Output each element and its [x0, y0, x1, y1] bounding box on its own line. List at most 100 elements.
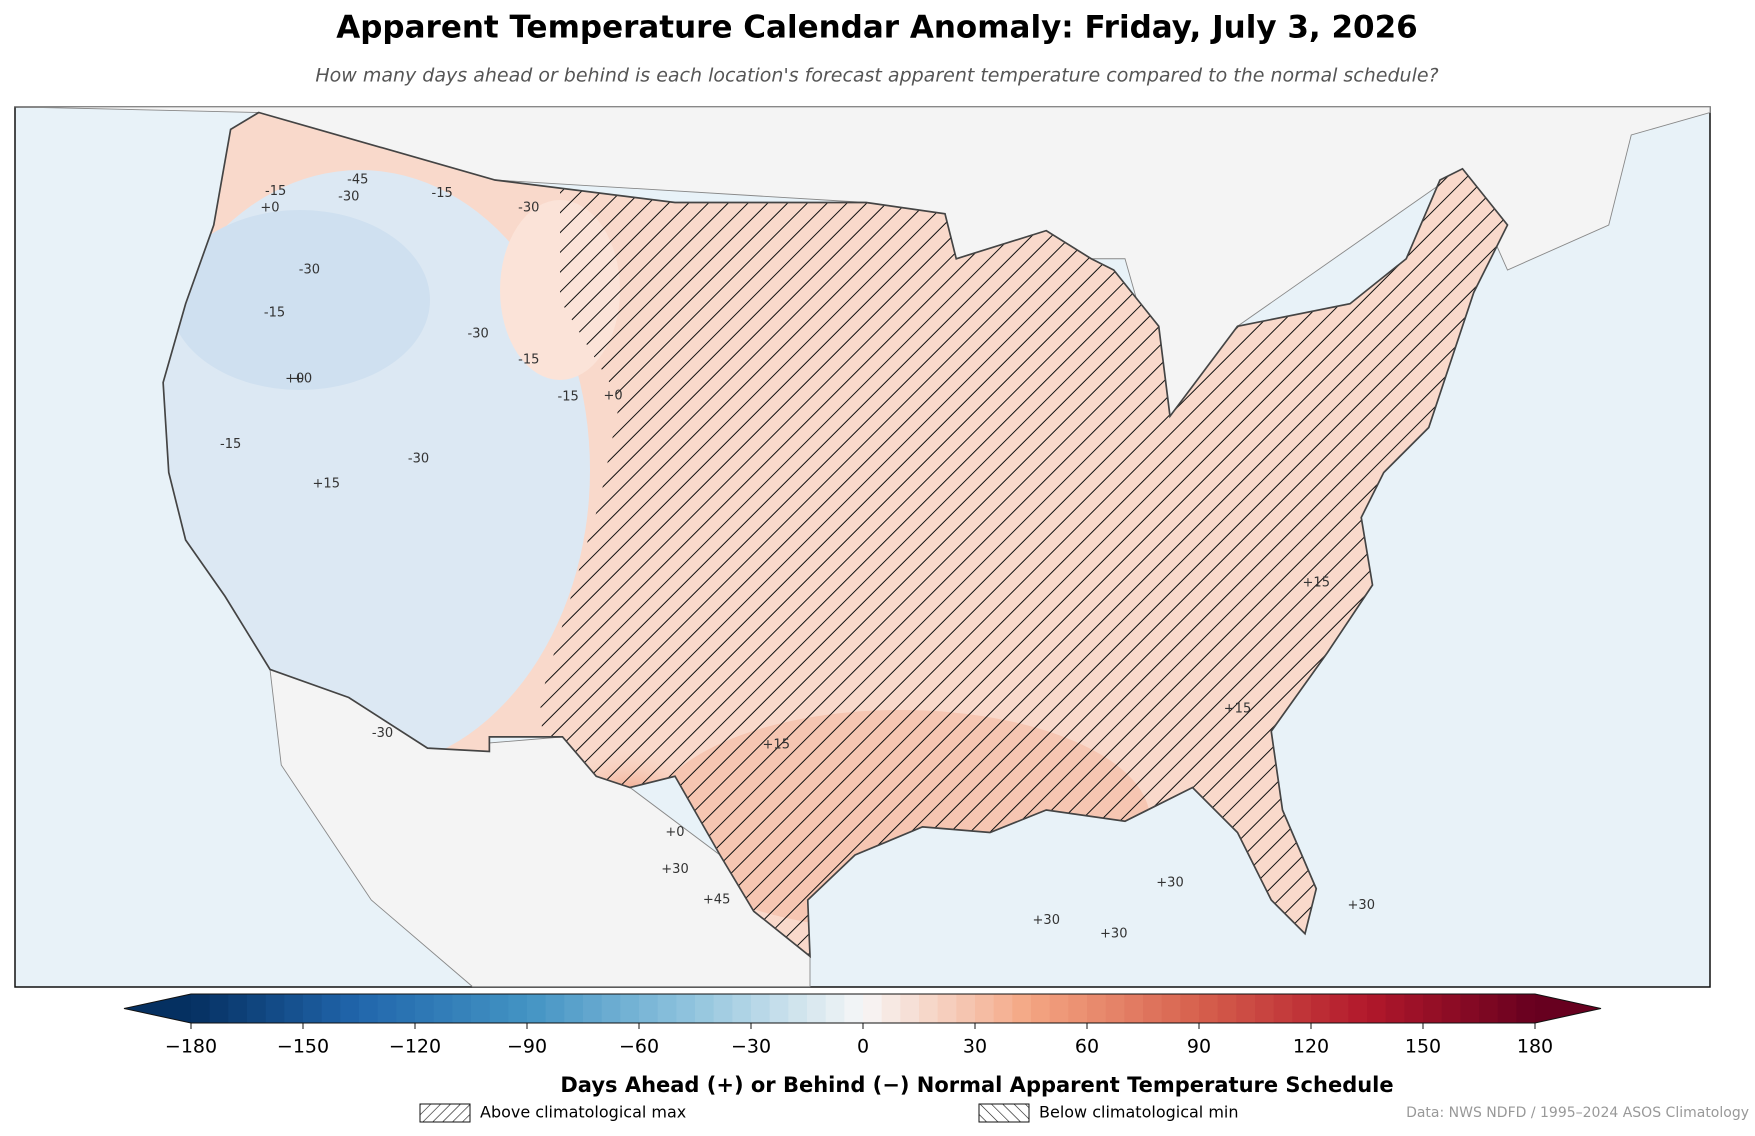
colorbar-tick-label: −30 — [731, 1036, 771, 1058]
contour-label: -15 — [264, 305, 285, 320]
colorbar-segment — [247, 994, 267, 1023]
colorbar-segment — [881, 994, 901, 1023]
contour-label: +30 — [1156, 876, 1183, 891]
colorbar-segment — [639, 994, 659, 1023]
colorbar-segment — [657, 994, 677, 1023]
colorbar-segment — [1255, 994, 1275, 1023]
colorbar-extend — [124, 994, 191, 1023]
colorbar-segment — [527, 994, 547, 1023]
colorbar-segment — [1161, 994, 1181, 1023]
colorbar-segment — [769, 994, 789, 1023]
contour-label: +30 — [1348, 898, 1375, 913]
colorbar-segment — [993, 994, 1013, 1023]
colorbar-segment — [900, 994, 920, 1023]
colorbar-tick-label: 150 — [1405, 1036, 1441, 1058]
colorbar-segment — [620, 994, 640, 1023]
colorbar-segment — [1143, 994, 1163, 1023]
colorbar-segment — [377, 994, 397, 1023]
colorbar-segment — [564, 994, 584, 1023]
colorbar-segment — [1423, 994, 1443, 1023]
colorbar-segment — [1199, 994, 1219, 1023]
colorbar-segment — [1516, 994, 1536, 1023]
contour-label: +30 — [661, 862, 688, 877]
contour-label: -15 — [220, 437, 241, 452]
contour-label: +30 — [1100, 926, 1127, 941]
colorbar-segment — [937, 994, 957, 1023]
colorbar-segment — [695, 994, 715, 1023]
colorbar-segment — [713, 994, 733, 1023]
legend-label: Above climatological max — [480, 1103, 686, 1122]
colorbar-segment — [1311, 994, 1331, 1023]
colorbar-tick-label: 30 — [963, 1036, 987, 1058]
colorbar-segment — [209, 994, 229, 1023]
colorbar-segment — [583, 994, 603, 1023]
legend-label: Below climatological min — [1039, 1103, 1239, 1122]
colorbar-segment — [1404, 994, 1424, 1023]
colorbar-segment — [1124, 994, 1144, 1023]
contour-labels: -15+0-30-45-15-30-30-15-15+0-15+0-30-30-… — [220, 173, 1375, 942]
legend-swatch — [978, 1103, 1030, 1123]
colorbar-tick-label: 180 — [1517, 1036, 1553, 1058]
colorbar-segment — [471, 994, 491, 1023]
colorbar-segment — [1236, 994, 1256, 1023]
colorbar-segment — [303, 994, 323, 1023]
colorbar-segment — [1460, 994, 1480, 1023]
subtitle: How many days ahead or behind is each lo… — [315, 65, 1438, 87]
contour-label: -30 — [299, 263, 320, 278]
colorbar-segment — [956, 994, 976, 1023]
contour-label: -30 — [518, 201, 539, 216]
colorbar-segment — [1068, 994, 1088, 1023]
source-note: Data: NWS NDFD / 1995–2024 ASOS Climatol… — [1406, 1105, 1749, 1121]
colorbar-segment — [433, 994, 453, 1023]
colorbar-tick-label: 0 — [857, 1036, 869, 1058]
colorbar-segment — [1441, 994, 1461, 1023]
colorbar-segment — [732, 994, 752, 1023]
contour-label: +15 — [1303, 575, 1330, 590]
colorbar-segment — [844, 994, 864, 1023]
contour-label: +30 — [1033, 913, 1060, 928]
colorbar-segment — [265, 994, 285, 1023]
colorbar-tick-label: −60 — [619, 1036, 659, 1058]
colorbar-segment — [340, 994, 360, 1023]
colorbar-segment — [1087, 994, 1107, 1023]
colorbar-segment — [359, 994, 379, 1023]
contour-label: +0 — [665, 825, 684, 840]
contour-label: +15 — [1224, 701, 1251, 716]
contour-label: -15 — [518, 353, 539, 368]
colorbar-extend — [1535, 994, 1601, 1023]
colorbar-segment — [825, 994, 845, 1023]
map — [14, 106, 1711, 988]
contour-label: +0 — [293, 372, 312, 387]
colorbar-segment — [1273, 994, 1293, 1023]
contour-label: +45 — [703, 893, 730, 908]
colorbar-tick-label: −180 — [165, 1036, 217, 1058]
colorbar-segment — [228, 994, 248, 1023]
colorbar-segment — [191, 994, 211, 1023]
colorbar-segment — [975, 994, 995, 1023]
colorbar-segment — [452, 994, 472, 1023]
colorbar-segment — [1180, 994, 1200, 1023]
colorbar-segment — [1049, 994, 1069, 1023]
colorbar-segment — [1385, 994, 1405, 1023]
contour-label: +0 — [285, 372, 304, 387]
colorbar-tick-label: −120 — [389, 1036, 441, 1058]
colorbar-label: Days Ahead (+) or Behind (−) Normal Appa… — [560, 1073, 1393, 1097]
contour-label: -30 — [372, 726, 393, 741]
contour-label: -30 — [468, 327, 489, 342]
contour-label: -15 — [558, 390, 579, 405]
colorbar-segment — [919, 994, 939, 1023]
contour-label: -45 — [347, 173, 368, 188]
colorbar-segment — [489, 994, 509, 1023]
colorbar-tick-label: 60 — [1075, 1036, 1099, 1058]
colorbar-segment — [1329, 994, 1349, 1023]
colorbar-segment — [676, 994, 696, 1023]
contour-label: +15 — [313, 476, 340, 491]
colorbar-segment — [863, 994, 883, 1023]
contour-label: -30 — [338, 189, 359, 204]
colorbar-tick-label: −150 — [277, 1036, 329, 1058]
contour-label: -15 — [265, 184, 286, 199]
colorbar-segment — [788, 994, 808, 1023]
colorbar-segment — [284, 994, 304, 1023]
colorbar-tick-label: 90 — [1187, 1036, 1211, 1058]
